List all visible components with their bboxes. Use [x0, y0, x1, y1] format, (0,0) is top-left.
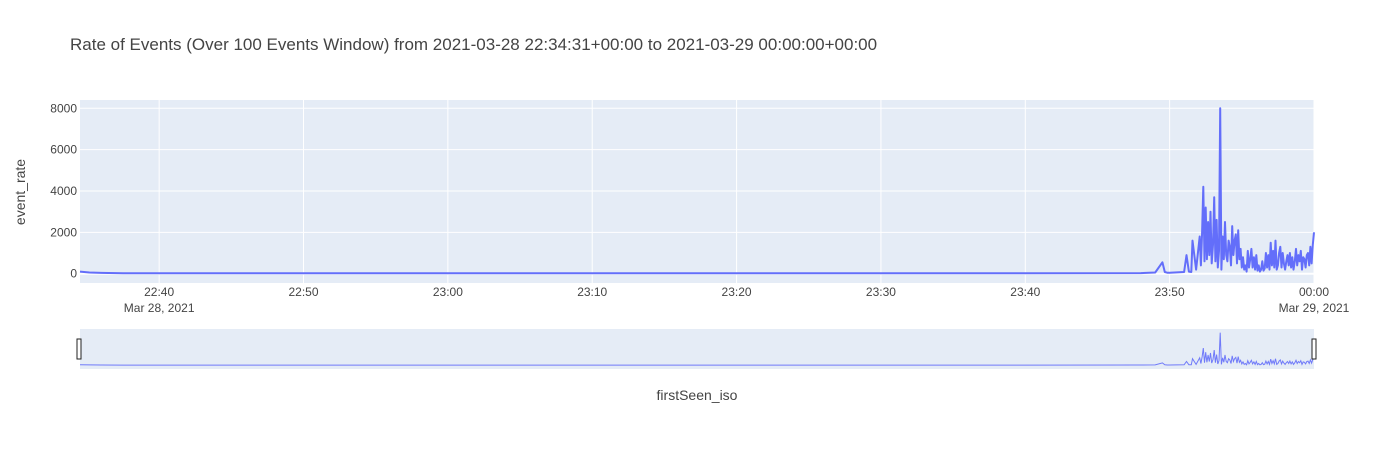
range-slider-track: [80, 329, 1314, 369]
plot-area: [80, 100, 1314, 283]
x-tick-label: 22:40: [144, 285, 174, 299]
y-tick-label: 0: [70, 267, 77, 281]
x-tick-label: 23:20: [722, 285, 752, 299]
y-tick-label: 6000: [50, 143, 77, 157]
x-tick-labels: 22:40 Mar 28, 2021 22:50 23:00 23:10 23:20 23:…: [124, 285, 1350, 315]
y-tick-label: 8000: [50, 101, 77, 115]
x-tick-label: 23:40: [1010, 285, 1040, 299]
x-tick-label: 22:50: [288, 285, 318, 299]
x-tick-label: 23:50: [1155, 285, 1185, 299]
range-slider-right-handle[interactable]: [1312, 339, 1316, 359]
chart-title: Rate of Events (Over 100 Events Window) …: [70, 35, 877, 54]
x-axis-title: firstSeen_iso: [657, 387, 738, 403]
x-tick-label: 00:00: [1299, 285, 1329, 299]
x-tick-date-label: Mar 29, 2021: [1279, 301, 1350, 315]
x-tick-label: 23:10: [577, 285, 607, 299]
x-tick-label: 23:00: [433, 285, 463, 299]
y-tick-label: 2000: [50, 225, 77, 239]
x-tick-label: 23:30: [866, 285, 896, 299]
x-tick-date-label: Mar 28, 2021: [124, 301, 195, 315]
y-axis-title: event_rate: [12, 159, 28, 225]
range-slider[interactable]: [77, 329, 1316, 369]
y-tick-labels: 0 2000 4000 6000 8000: [50, 101, 77, 280]
y-tick-label: 4000: [50, 184, 77, 198]
range-slider-left-handle[interactable]: [77, 339, 81, 359]
